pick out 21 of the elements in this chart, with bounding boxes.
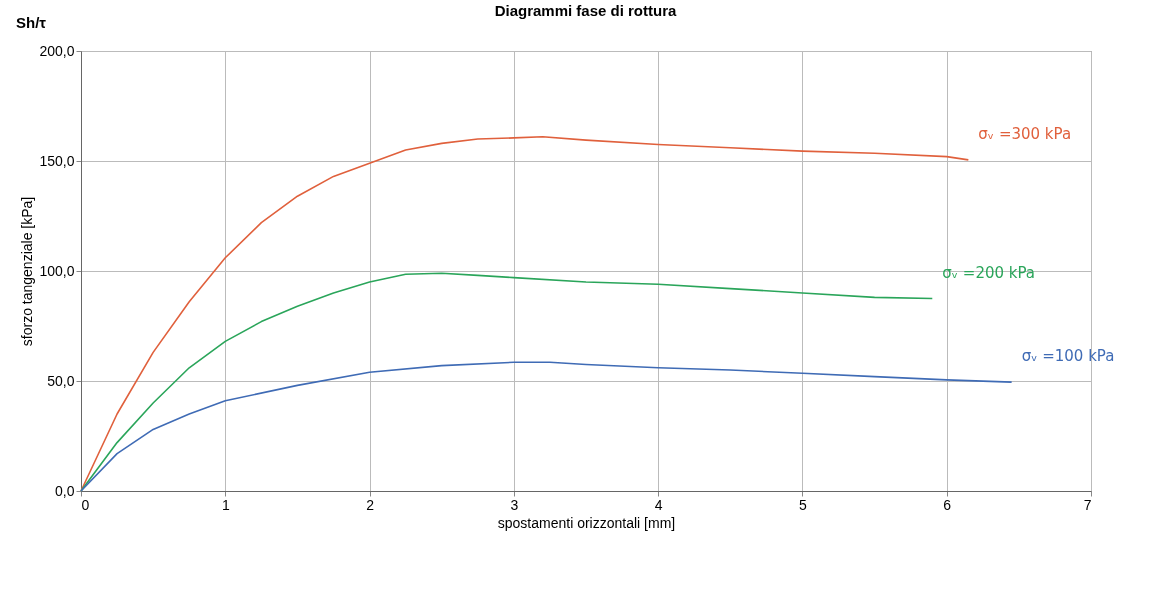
y-tick-label: 200,0 (39, 42, 75, 59)
x-axis-title: spostamenti orizzontali [mm] (497, 514, 676, 531)
text: Sh/τ (16, 14, 47, 31)
y-tick-label: 50,0 (47, 372, 75, 389)
y-tick-label: 0,0 (55, 482, 75, 499)
line-series (80, 361, 1013, 492)
x-tick-label: 3 (510, 496, 519, 513)
x-tick-label: 2 (366, 496, 375, 513)
x-tick-label: 6 (943, 496, 952, 513)
x-tick-label: 7 (1083, 496, 1092, 513)
chart-title: Diagrammi fase di rottura (494, 2, 677, 19)
series-label: σᵥ =100 kPa (1021, 347, 1115, 366)
x-tick-label: 0 (81, 496, 90, 513)
series-label: σᵥ =300 kPa (978, 124, 1072, 143)
y-tick-label: 150,0 (39, 152, 75, 169)
series-label: σᵥ =200 kPa (942, 263, 1036, 282)
y-tick-label: 100,0 (39, 262, 75, 279)
x-tick-label: 4 (654, 496, 663, 513)
y-axis-title: sforzo tangenziale [kPa] (19, 196, 36, 347)
x-tick-label: 5 (799, 496, 808, 513)
x-tick-label: 1 (221, 496, 230, 513)
